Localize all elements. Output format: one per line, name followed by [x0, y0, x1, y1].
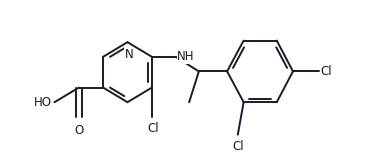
- Text: Cl: Cl: [147, 122, 159, 135]
- Text: Cl: Cl: [232, 140, 244, 153]
- Text: HO: HO: [34, 96, 52, 109]
- Text: N: N: [125, 48, 133, 61]
- Text: O: O: [74, 124, 83, 137]
- Text: NH: NH: [177, 50, 195, 63]
- Text: Cl: Cl: [320, 65, 332, 78]
